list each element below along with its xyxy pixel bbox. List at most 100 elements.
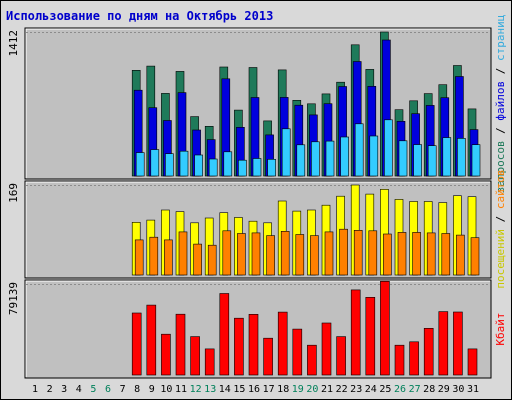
bar-bottom-Кбайт-day-18	[277, 311, 288, 376]
legend-0-part-4: страниц	[494, 15, 507, 61]
x-tick-label-29: 29	[438, 384, 450, 395]
bar-bottom-Кбайт-day-21	[321, 322, 332, 376]
bar-bottom-Кбайт-day-29	[438, 311, 449, 376]
legend-0: запросов / файлов / страниц	[494, 15, 507, 194]
bar-bottom-Кбайт-day-23	[350, 289, 361, 376]
bar-bottom-Кбайт-day-27	[409, 341, 419, 376]
bar-middle-сайтов-day-10	[164, 239, 173, 276]
bar-bottom-Кбайт-day-11	[175, 313, 186, 376]
bar-top-страниц-day-30	[457, 138, 466, 177]
legend-0-part-0: запросов	[494, 140, 507, 193]
x-tick-label-23: 23	[350, 384, 362, 395]
bar-middle-сайтов-day-13	[207, 244, 217, 276]
legend-1-part-0: посещений	[494, 229, 507, 289]
bar-middle-сайтов-day-22	[339, 228, 348, 276]
bar-top-страниц-day-17	[267, 159, 276, 177]
bar-middle-сайтов-day-30	[456, 234, 465, 276]
x-tick-label-10: 10	[160, 384, 172, 395]
legend-0-part-3: /	[494, 61, 507, 81]
x-tick-label-11: 11	[175, 384, 187, 395]
bar-top-страниц-day-8	[135, 152, 145, 177]
bar-bottom-Кбайт-day-31	[467, 348, 478, 376]
bar-top-страниц-day-26	[398, 140, 408, 177]
bar-middle-сайтов-day-17	[266, 235, 275, 276]
x-tick-label-18: 18	[277, 384, 289, 395]
bar-middle-сайтов-day-15	[237, 233, 246, 276]
bar-middle-сайтов-day-9	[149, 236, 159, 276]
bar-top-страниц-day-28	[427, 145, 437, 177]
x-tick-label-12: 12	[190, 384, 202, 395]
bar-bottom-Кбайт-day-13	[204, 348, 215, 376]
bar-top-страниц-day-15	[238, 159, 247, 177]
bar-top-страниц-day-21	[325, 140, 335, 177]
chart-panel-middle-ymax-label: 169	[7, 183, 20, 203]
bar-top-страниц-day-16	[252, 158, 262, 177]
bar-bottom-Кбайт-day-22	[336, 336, 346, 376]
bar-bottom-Кбайт-day-12	[190, 336, 200, 376]
x-tick-label-24: 24	[365, 384, 377, 395]
x-tick-label-31: 31	[467, 384, 479, 395]
legend-1-part-2: сайтов	[494, 169, 507, 209]
x-tick-label-15: 15	[233, 384, 245, 395]
bar-middle-сайтов-day-18	[280, 231, 290, 276]
bar-middle-сайтов-day-12	[193, 243, 202, 276]
x-tick-label-19: 19	[292, 384, 304, 395]
bar-middle-сайтов-day-21	[324, 231, 334, 276]
x-tick-label-4: 4	[76, 384, 82, 395]
bar-top-страниц-day-14	[223, 151, 233, 177]
bar-top-страниц-day-23	[354, 123, 364, 177]
bar-top-страниц-day-20	[311, 141, 320, 177]
bar-bottom-Кбайт-day-26	[394, 344, 405, 376]
x-tick-label-7: 7	[120, 384, 126, 395]
bar-top-страниц-day-27	[413, 144, 422, 177]
x-tick-label-25: 25	[379, 384, 391, 395]
x-tick-label-5: 5	[90, 384, 96, 395]
bar-middle-сайтов-day-16	[251, 232, 261, 276]
x-tick-label-8: 8	[134, 384, 140, 395]
bar-bottom-Кбайт-day-8	[131, 312, 142, 376]
x-tick-label-3: 3	[61, 384, 67, 395]
bar-middle-сайтов-day-31	[470, 237, 480, 276]
bar-bottom-Кбайт-day-28	[423, 327, 434, 376]
page-title: Использование по дням на Октябрь 2013	[6, 9, 274, 23]
bar-bottom-Кбайт-day-30	[453, 311, 463, 376]
chart-panel-bottom-ymax-label: 79139	[7, 282, 20, 315]
bar-bottom-Кбайт-day-24	[365, 296, 376, 376]
bar-middle-сайтов-day-24	[368, 230, 378, 276]
x-tick-label-6: 6	[105, 384, 111, 395]
x-tick-label-30: 30	[452, 384, 464, 395]
bar-middle-сайтов-day-28	[426, 232, 436, 276]
bar-bottom-Кбайт-day-25	[380, 280, 390, 376]
bar-top-страниц-day-18	[281, 128, 291, 177]
x-tick-label-1: 1	[32, 384, 38, 395]
bar-middle-сайтов-day-19	[295, 234, 305, 276]
bar-middle-сайтов-day-20	[310, 235, 319, 276]
x-tick-label-21: 21	[321, 384, 333, 395]
x-tick-label-26: 26	[394, 384, 406, 395]
bar-top-страниц-day-31	[471, 144, 481, 177]
legend-1-part-1: /	[494, 209, 507, 229]
bar-top-страниц-day-19	[296, 144, 306, 177]
x-tick-label-20: 20	[306, 384, 318, 395]
legend-1: посещений / сайтов	[494, 169, 507, 288]
bar-top-страниц-day-13	[208, 158, 218, 177]
bar-bottom-Кбайт-day-20	[307, 344, 317, 376]
x-tick-label-28: 28	[423, 384, 435, 395]
bar-top-страниц-day-9	[150, 149, 160, 177]
x-tick-label-17: 17	[263, 384, 275, 395]
chart-panel-top-highlight	[25, 28, 490, 178]
x-tick-label-2: 2	[47, 384, 53, 395]
bar-middle-сайтов-day-14	[222, 230, 232, 276]
bar-middle-сайтов-day-11	[178, 231, 188, 276]
bar-top-страниц-day-11	[179, 150, 189, 177]
chart-panel-middle-highlight	[25, 181, 490, 277]
legend-2-part-0: Кбайт	[494, 312, 507, 345]
x-tick-label-9: 9	[149, 384, 155, 395]
legend-2: Кбайт	[494, 312, 507, 345]
x-tick-label-13: 13	[204, 384, 216, 395]
bar-top-страниц-day-12	[194, 154, 203, 177]
chart-panel-bottom-highlight	[25, 280, 490, 377]
bar-bottom-Кбайт-day-19	[292, 328, 303, 376]
